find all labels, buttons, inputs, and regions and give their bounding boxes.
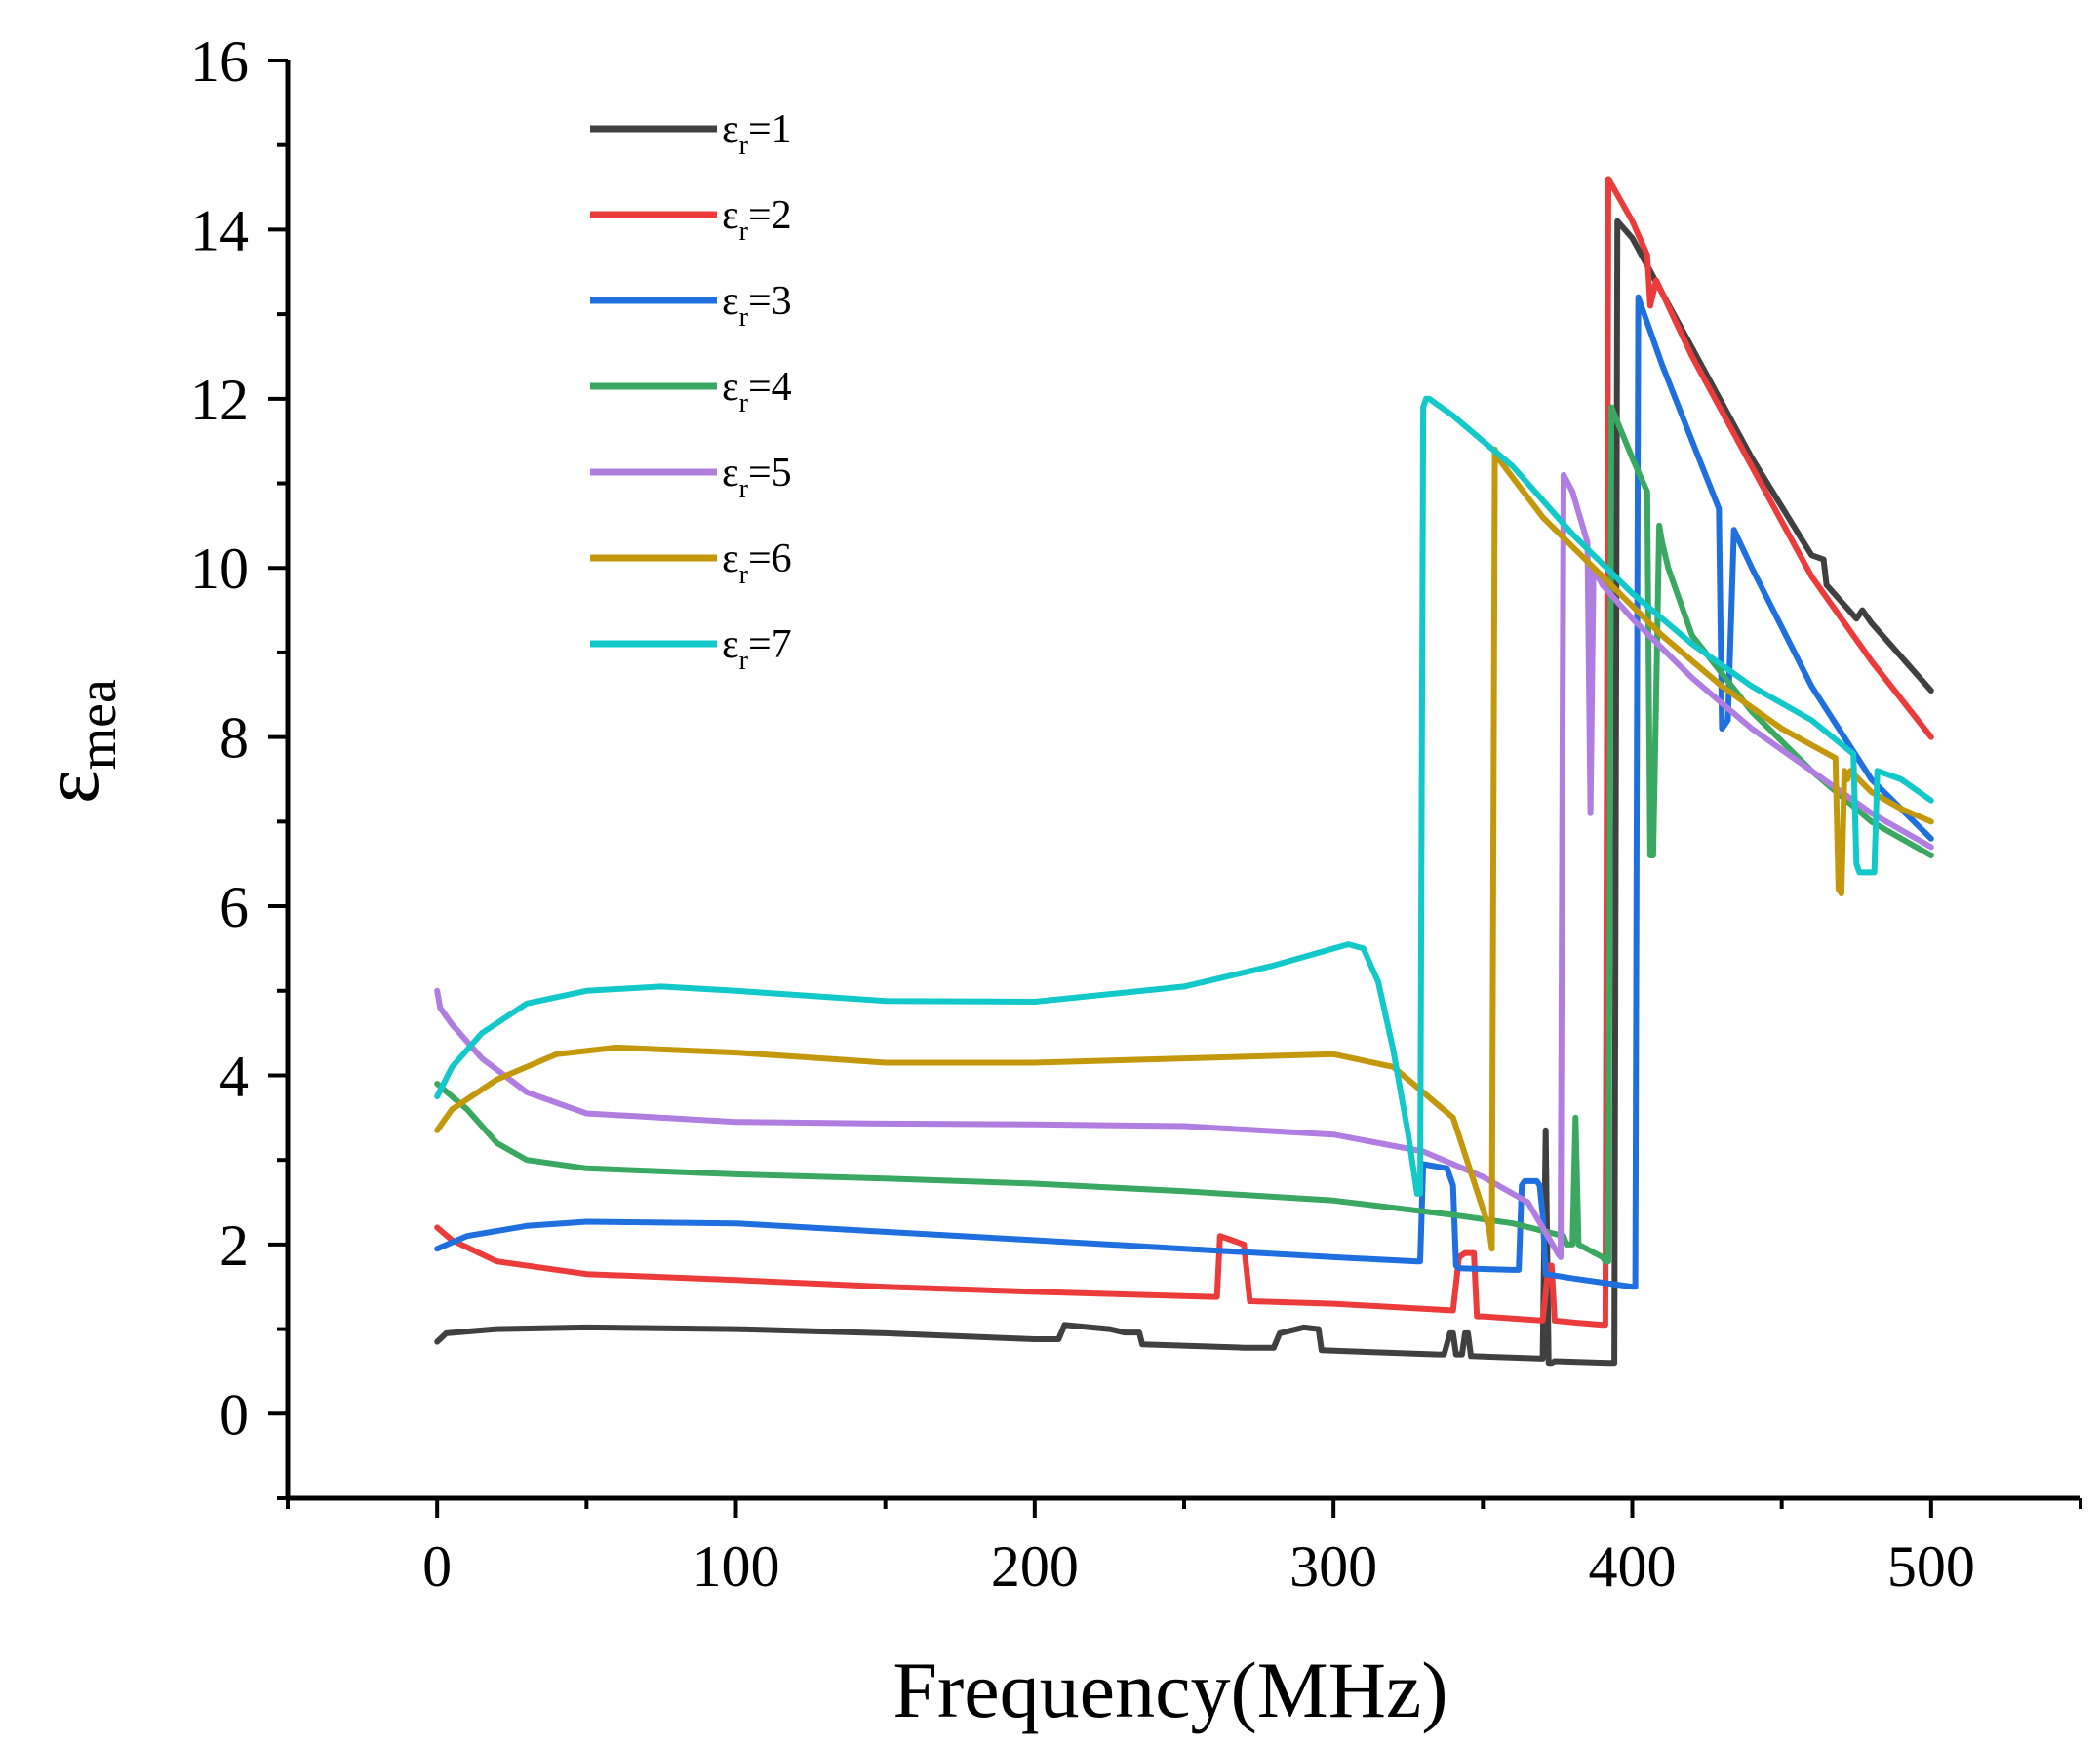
legend-label-base: ε [722, 193, 739, 238]
legend-label-base: ε [722, 279, 739, 324]
legend-label-3: εr=3 [722, 279, 792, 333]
legend-label-base: ε [722, 365, 739, 410]
y-axis-title: εmea [26, 679, 128, 804]
y-axis-title-subscript: mea [67, 679, 128, 770]
legend-label-7: εr=7 [722, 622, 792, 676]
legend-label-5: εr=5 [722, 451, 792, 504]
legend-label-sub: r [739, 302, 749, 333]
series-line-5 [434, 471, 1934, 1260]
legend-label-sub: r [739, 217, 749, 247]
series-line-7 [434, 395, 1934, 1197]
legend-label-6: εr=6 [722, 536, 792, 590]
x-tick-label: 100 [693, 1534, 780, 1599]
legend-label-value: =2 [748, 193, 792, 238]
y-tick-label: 10 [190, 536, 249, 601]
y-tick-label: 8 [219, 706, 249, 771]
y-tick-label: 0 [219, 1382, 249, 1447]
y-axis-title-base: ε [26, 770, 115, 803]
y-tick-label: 4 [219, 1044, 249, 1108]
x-tick-label: 200 [991, 1534, 1079, 1599]
series-line-2 [434, 176, 1934, 1329]
series-line-4 [434, 404, 1934, 1265]
legend-label-sub: r [739, 646, 749, 676]
x-tick-label: 400 [1589, 1534, 1677, 1599]
series-line-1 [434, 218, 1934, 1367]
series-layer [434, 176, 1934, 1367]
legend-label-value: =5 [748, 451, 792, 496]
legend-label-base: ε [722, 622, 739, 667]
legend-label-value: =6 [748, 536, 792, 581]
legend-label-value: =3 [748, 279, 792, 324]
legend-label-base: ε [722, 536, 739, 581]
legend: εr=1εr=2εr=3εr=4εr=5εr=6εr=7 [590, 107, 792, 676]
y-tick-label: 6 [219, 875, 249, 939]
axes: 0 100 200 300 400 500 0 2 4 6 8 10 12 14 16 [190, 29, 2082, 1599]
x-tick-label: 0 [422, 1534, 452, 1599]
legend-label-4: εr=4 [722, 365, 792, 418]
y-tick-label: 2 [219, 1213, 249, 1278]
legend-label-base: ε [722, 107, 739, 152]
legend-label-2: εr=2 [722, 193, 792, 247]
y-tick-label: 12 [190, 368, 249, 432]
legend-label-value: =7 [748, 622, 792, 667]
legend-label-1: εr=1 [722, 107, 792, 161]
series-line-3 [434, 294, 1934, 1290]
x-tick-label: 300 [1289, 1534, 1377, 1599]
legend-label-sub: r [739, 131, 749, 161]
legend-label-value: =4 [748, 365, 792, 410]
y-tick-label: 16 [190, 29, 249, 94]
x-tick-label: 500 [1887, 1534, 1975, 1599]
x-axis-title: Frequency(MHz) [892, 1646, 1447, 1734]
legend-label-sub: r [739, 560, 749, 590]
legend-label-sub: r [739, 388, 749, 418]
legend-label-sub: r [739, 474, 749, 504]
y-tick-label: 14 [190, 198, 249, 262]
legend-label-base: ε [722, 451, 739, 496]
legend-label-value: =1 [748, 107, 792, 152]
